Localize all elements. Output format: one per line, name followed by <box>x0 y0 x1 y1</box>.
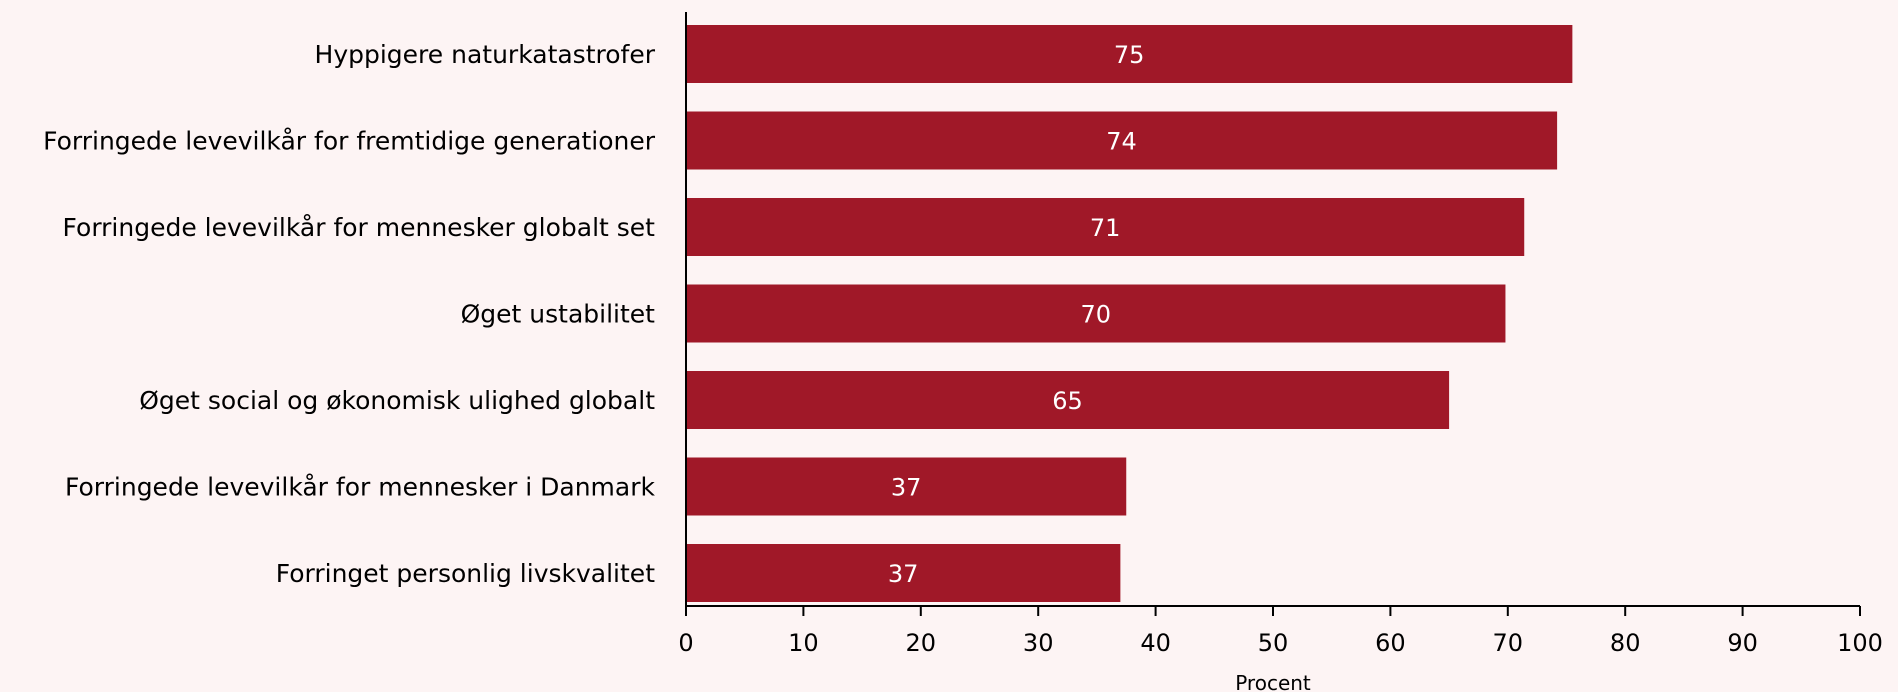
value-labels: 75 74 71 70 65 37 37 <box>888 41 1145 588</box>
bar <box>686 284 1506 343</box>
x-tick-label: 100 <box>1837 629 1883 657</box>
data-label: 70 <box>1080 301 1111 329</box>
category-label: Øget social og økonomisk ulighed globalt <box>139 386 655 415</box>
bar <box>686 371 1450 429</box>
x-tick-label: 80 <box>1610 629 1641 657</box>
data-label: 71 <box>1090 214 1121 242</box>
bar <box>686 198 1525 256</box>
category-label: Forringet personlig livskvalitet <box>276 559 655 588</box>
x-tick-label: 10 <box>788 629 819 657</box>
bar <box>686 544 1121 602</box>
category-label: Forringede levevilkår for mennesker glob… <box>63 213 656 242</box>
x-axis-title: Procent <box>1235 671 1311 692</box>
bar <box>686 25 1573 83</box>
x-tick-label: 0 <box>678 629 693 657</box>
data-label: 65 <box>1052 387 1083 415</box>
bar <box>686 457 1127 516</box>
x-tick-label: 90 <box>1727 629 1758 657</box>
x-tick-label: 70 <box>1493 629 1524 657</box>
bar <box>686 111 1558 170</box>
bars-group <box>686 25 1573 602</box>
x-tick-label: 30 <box>1023 629 1054 657</box>
category-label: Øget ustabilitet <box>461 300 656 329</box>
category-label: Forringede levevilkår for fremtidige gen… <box>43 127 656 156</box>
x-tick-label: 50 <box>1258 629 1289 657</box>
category-label: Forringede levevilkår for mennesker i Da… <box>65 473 656 502</box>
x-tick-labels: 0 10 20 30 40 50 60 70 80 90 100 <box>678 629 1883 657</box>
data-label: 75 <box>1114 41 1145 69</box>
x-tick-label: 60 <box>1375 629 1406 657</box>
category-labels: Hyppigere naturkatastrofer Forringede lev… <box>43 40 656 588</box>
x-tick-label: 40 <box>1140 629 1171 657</box>
x-axis-ticks <box>685 606 1861 616</box>
data-label: 74 <box>1106 128 1137 156</box>
x-tick-label: 20 <box>906 629 937 657</box>
data-label: 37 <box>888 560 919 588</box>
data-label: 37 <box>891 474 922 502</box>
category-label: Hyppigere naturkatastrofer <box>315 40 656 69</box>
